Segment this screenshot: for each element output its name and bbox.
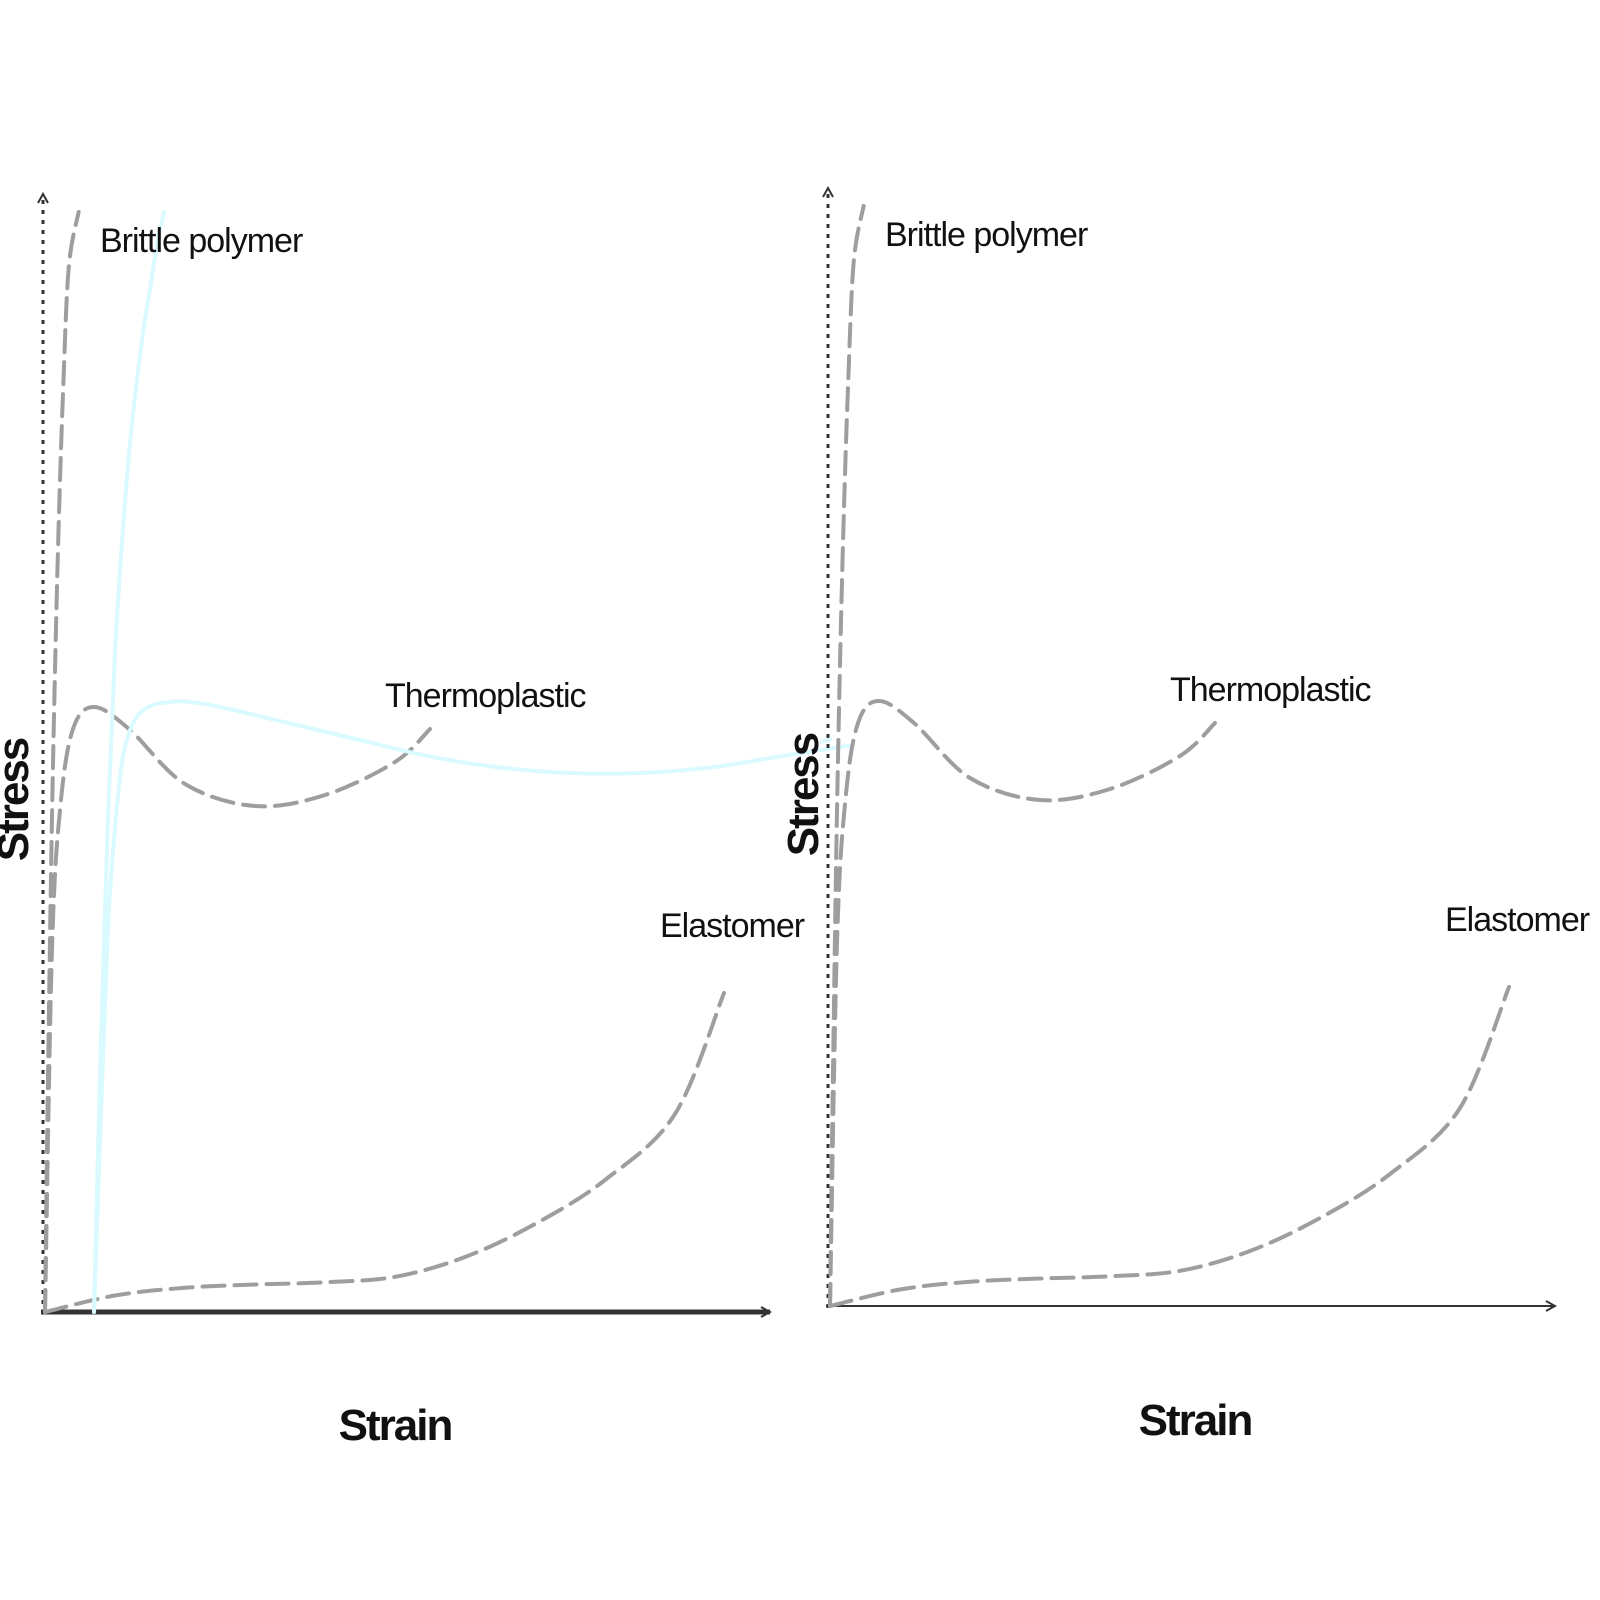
right-curve-thermoplastic [828,698,1217,1308]
right-y-axis-title: Stress [779,733,828,856]
left-y-axis-title: Stress [0,738,38,861]
right-curve-elastomer [828,985,1511,1308]
right-label-elastomer: Elastomer [1445,901,1590,939]
left-chart-panel: Brittle polymer Thermoplastic Elastomer St… [0,194,852,1450]
left-x-axis-title: Strain [339,1401,452,1450]
right-label-brittle-polymer: Brittle polymer [885,216,1088,254]
left-curve-thermoplastic [43,704,432,1314]
left-curve-solid-3 [92,699,852,1314]
right-x-axis-title: Strain [1139,1396,1252,1445]
right-axes [826,188,1555,1308]
left-axes [41,194,770,1314]
left-curve-brittle-polymer [43,210,81,1314]
left-label-elastomer: Elastomer [660,907,805,945]
right-curves [820,204,1511,1308]
right-chart-panel: Brittle polymer Thermoplastic Elastomer St… [779,188,1591,1445]
left-curves [43,210,852,1314]
left-curve-elastomer [43,991,726,1314]
right-curve-brittle-polymer [828,204,866,1308]
right-curve-solid-3 [820,737,832,745]
left-label-brittle-polymer: Brittle polymer [100,222,303,260]
left-label-thermoplastic: Thermoplastic [385,677,587,715]
left-curve-labels: Brittle polymer Thermoplastic Elastomer [100,222,806,945]
right-label-thermoplastic: Thermoplastic [1170,671,1372,709]
right-curve-labels: Brittle polymer Thermoplastic Elastomer [885,216,1591,939]
left-curve-solid-4 [92,210,166,1314]
